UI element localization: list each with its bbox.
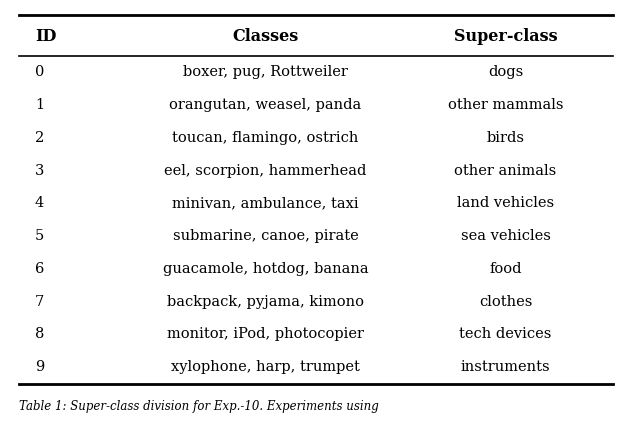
Text: 7: 7: [35, 295, 44, 309]
Text: instruments: instruments: [461, 360, 550, 374]
Text: land vehicles: land vehicles: [457, 197, 554, 210]
Text: toucan, flamingo, ostrich: toucan, flamingo, ostrich: [173, 131, 358, 145]
Text: eel, scorpion, hammerhead: eel, scorpion, hammerhead: [164, 163, 367, 178]
Text: 2: 2: [35, 131, 44, 145]
Text: monitor, iPod, photocopier: monitor, iPod, photocopier: [167, 327, 364, 341]
Text: tech devices: tech devices: [459, 327, 552, 341]
Text: guacamole, hotdog, banana: guacamole, hotdog, banana: [162, 262, 368, 276]
Text: 1: 1: [35, 98, 44, 112]
Text: xylophone, harp, trumpet: xylophone, harp, trumpet: [171, 360, 360, 374]
Text: orangutan, weasel, panda: orangutan, weasel, panda: [169, 98, 362, 112]
Text: dogs: dogs: [488, 65, 523, 79]
Text: other animals: other animals: [454, 163, 557, 178]
Text: 6: 6: [35, 262, 44, 276]
Text: birds: birds: [487, 131, 525, 145]
Text: 0: 0: [35, 65, 44, 79]
Text: 3: 3: [35, 163, 44, 178]
Text: ID: ID: [35, 28, 56, 45]
Text: food: food: [489, 262, 522, 276]
Text: boxer, pug, Rottweiler: boxer, pug, Rottweiler: [183, 65, 348, 79]
Text: submarine, canoe, pirate: submarine, canoe, pirate: [173, 229, 358, 243]
Text: 4: 4: [35, 197, 44, 210]
Text: clothes: clothes: [479, 295, 532, 309]
Text: Super-class: Super-class: [454, 28, 557, 45]
Text: Table 1: Super-class division for Exp.-10. Experiments using: Table 1: Super-class division for Exp.-1…: [19, 400, 379, 413]
Text: minivan, ambulance, taxi: minivan, ambulance, taxi: [172, 197, 359, 210]
Text: Classes: Classes: [233, 28, 298, 45]
Text: 9: 9: [35, 360, 44, 374]
Text: other mammals: other mammals: [448, 98, 563, 112]
Text: backpack, pyjama, kimono: backpack, pyjama, kimono: [167, 295, 364, 309]
Text: sea vehicles: sea vehicles: [461, 229, 550, 243]
Text: 5: 5: [35, 229, 44, 243]
Text: 8: 8: [35, 327, 44, 341]
